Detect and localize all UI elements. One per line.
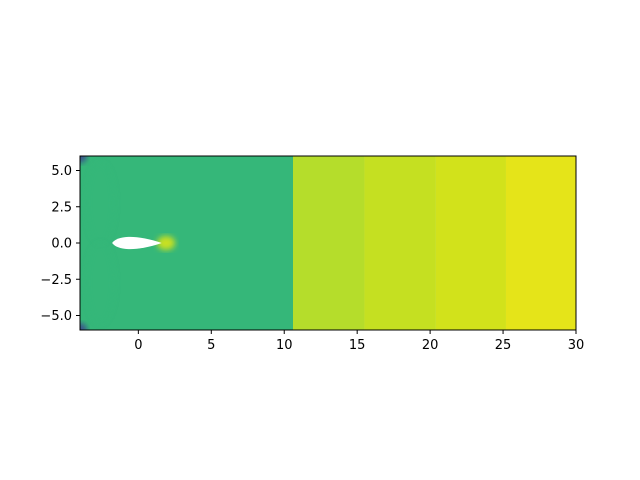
- x-tick-label: 15: [349, 338, 366, 353]
- corner-low-2: [80, 323, 87, 330]
- y-tick-label: 0.0: [51, 237, 72, 252]
- contour-band-1: [292, 156, 365, 330]
- y-tick-label: −5.0: [40, 309, 72, 324]
- x-tick-label: 20: [422, 338, 439, 353]
- airfoil-cutout: [112, 236, 162, 250]
- lower-lobe: [86, 243, 115, 323]
- x-tick-label: 25: [495, 338, 512, 353]
- y-tick-label: 2.5: [51, 200, 72, 215]
- upper-lobe: [86, 163, 115, 243]
- y-tick-label: −2.5: [40, 273, 72, 288]
- x-tick-label: 0: [134, 338, 142, 353]
- y-axis: 5.0 2.5 0.0 −2.5 −5.0: [40, 164, 80, 324]
- contour-band-3: [435, 156, 506, 330]
- corner-low-1: [80, 156, 87, 163]
- plot-area: [80, 156, 576, 330]
- wake-highlight: [157, 236, 176, 250]
- contour-band-2: [364, 156, 436, 330]
- contour-band-4: [505, 156, 576, 330]
- x-axis: 0 5 10 15 20 25 30: [134, 330, 584, 353]
- x-tick-label: 10: [276, 338, 293, 353]
- x-tick-label: 5: [207, 338, 215, 353]
- contour-level-6: [80, 156, 293, 330]
- y-tick-label: 5.0: [51, 164, 72, 179]
- x-tick-label: 30: [568, 338, 585, 353]
